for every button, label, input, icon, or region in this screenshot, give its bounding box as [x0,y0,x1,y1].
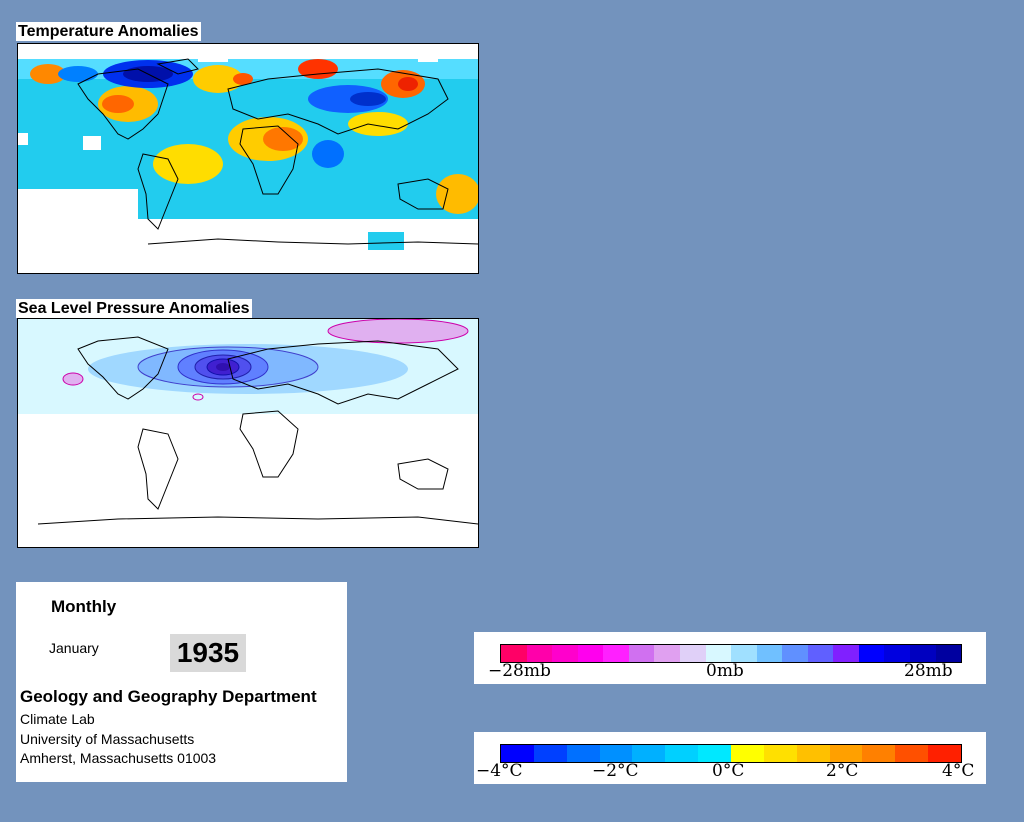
temperature-legend-tick-2: −2°C [592,761,639,781]
pressure-anomaly-map [17,318,479,548]
colorbar-swatch [552,645,578,662]
colorbar-swatch [782,645,808,662]
pressure-legend: −28mb 0mb 28mb [474,632,986,684]
colorbar-swatch [862,745,896,762]
university-name: University of Massachusetts [20,731,195,747]
colorbar-swatch [533,745,567,762]
colorbar-swatch [603,645,629,662]
colorbar-swatch [884,645,910,662]
temperature-legend-tick-4: 2°C [826,761,859,781]
pressure-legend-max: 28mb [904,661,953,681]
colorbar-swatch [679,645,706,662]
temperature-legend: −4°C −2°C 0°C 2°C 4°C [474,732,986,784]
department-name: Geology and Geography Department [20,687,317,706]
colorbar-swatch [599,745,633,762]
temperature-panel-title: Temperature Anomalies [16,22,201,41]
colorbar-swatch [910,645,936,662]
colorbar-swatch [829,745,863,762]
temperature-legend-tick-5: 4°C [942,761,975,781]
colorbar-swatch [731,645,757,662]
colorbar-swatch [895,745,929,762]
temperature-anomaly-map [17,43,479,274]
temperature-legend-tick-3: 0°C [712,761,745,781]
year-display: 1935 [170,634,246,672]
colorbar-swatch [698,745,732,762]
colorbar-swatch [833,645,859,662]
colorbar-swatch [796,745,830,762]
colorbar-swatch [928,745,962,762]
info-panel: Monthly January 1935 Geology and Geograp… [16,582,347,782]
colorbar-swatch [935,645,962,662]
colorbar-swatch [763,745,797,762]
colorbar-swatch [858,645,885,662]
colorbar-swatch [807,645,834,662]
address-line: Amherst, Massachusetts 01003 [20,750,217,766]
colorbar-swatch [501,645,527,662]
pressure-legend-mid: 0mb [706,661,744,681]
colorbar-swatch [654,645,680,662]
colorbar-swatch [577,645,604,662]
pressure-legend-min: −28mb [488,661,551,681]
temperature-colorbar [500,744,962,763]
period-label: Monthly [51,597,117,616]
colorbar-swatch [665,745,699,762]
colorbar-swatch [705,645,732,662]
colorbar-swatch [566,745,600,762]
pressure-colorbar [500,644,962,663]
temperature-legend-tick-1: −4°C [476,761,523,781]
colorbar-swatch [632,745,666,762]
colorbar-swatch [526,645,553,662]
lab-name: Climate Lab [20,711,95,727]
colorbar-swatch [628,645,655,662]
pressure-panel-title: Sea Level Pressure Anomalies [16,299,252,318]
colorbar-swatch [756,645,783,662]
colorbar-swatch [731,745,764,762]
month-label: January [49,640,99,656]
colorbar-swatch [501,745,534,762]
